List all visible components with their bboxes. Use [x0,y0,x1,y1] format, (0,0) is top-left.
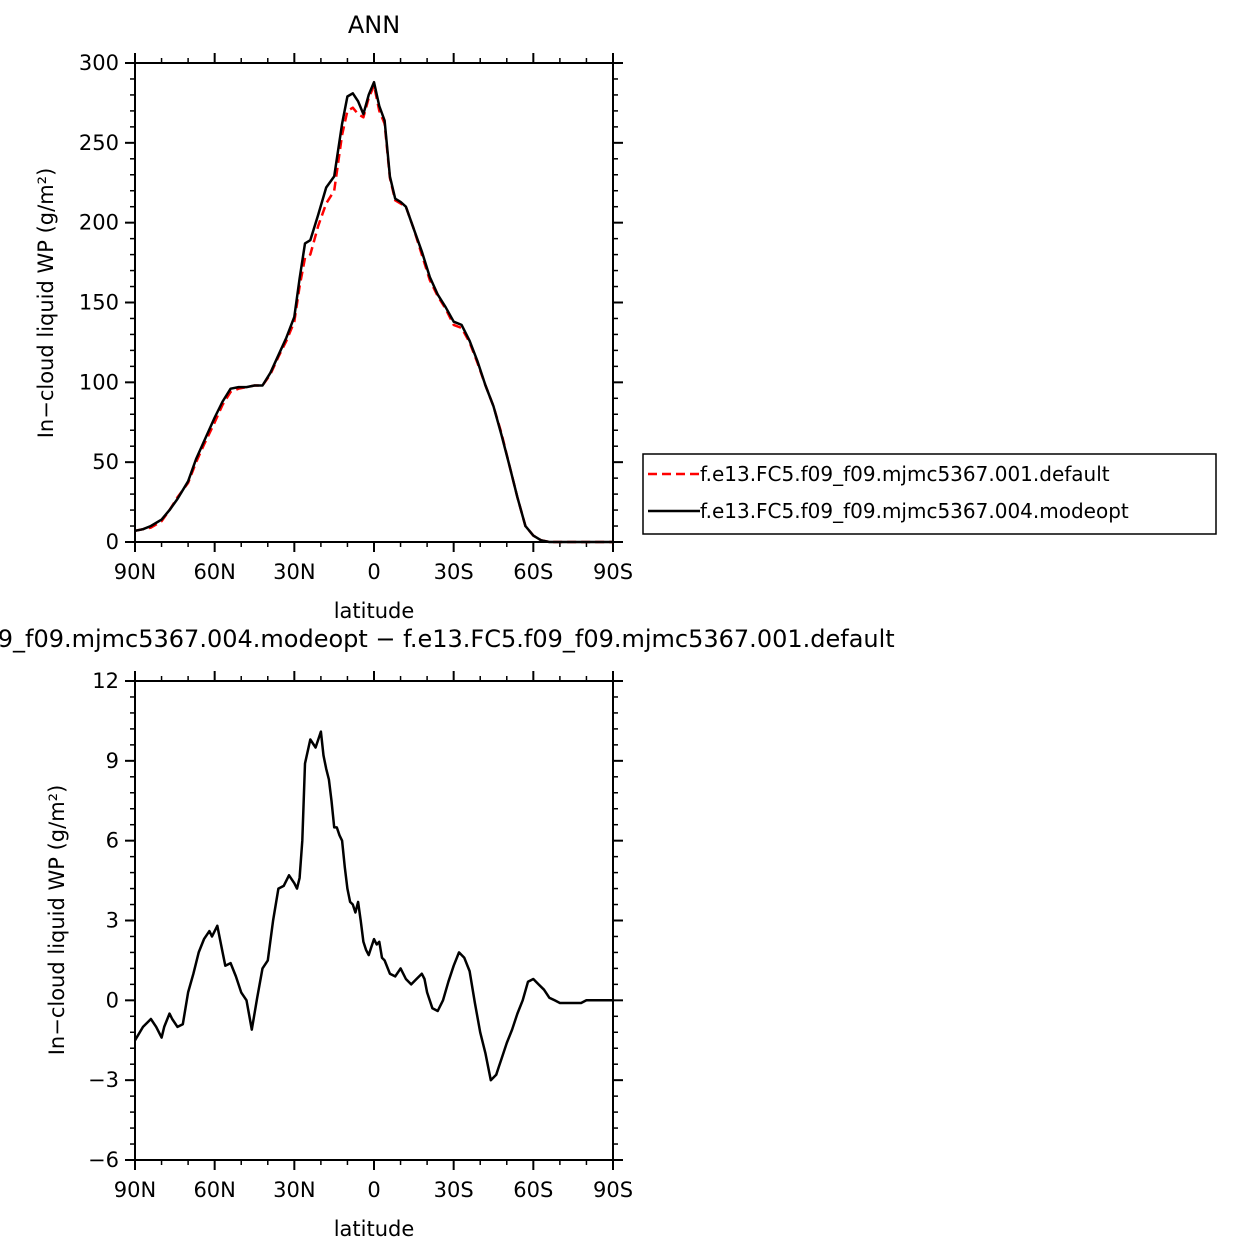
bottom-x-tick-label: 60N [193,1178,235,1202]
top-y-tick-label: 50 [92,450,119,474]
top-y-tick-label: 250 [79,131,119,155]
top-series-line-0 [134,84,613,544]
bottom-chart-title: f.e13.FC5.f09_f09.mjmc5367.004.modeopt −… [0,625,895,653]
bottom-y-tick-label: 12 [92,669,119,693]
bottom-axis-ticks: 90N 60N 30N 0 30S 60S 90S −6 −3 0 3 6 9 12 [88,669,633,1202]
bottom-x-tick-label: 90N [114,1178,156,1202]
top-y-tick-label: 100 [79,370,119,394]
bottom-x-tick-label: 90S [593,1178,633,1202]
top-x-tick-label: 90S [593,560,633,584]
bottom-panel: f.e13.FC5.f09_f09.mjmc5367.004.modeopt −… [0,625,895,1241]
bottom-x-axis-label: latitude [334,1217,415,1241]
bottom-x-tick-label: 0 [367,1178,380,1202]
bottom-y-tick-label: −3 [88,1068,119,1092]
bottom-plot-frame [134,680,614,1161]
bottom-y-tick-label: −6 [88,1148,119,1172]
top-chart-title: ANN [348,11,400,39]
top-x-tick-label: 30N [273,560,315,584]
top-series-line-1 [134,80,613,544]
bottom-series-line-0 [133,730,613,1082]
bottom-y-tick-label: 6 [106,829,119,853]
top-x-tick-label: 90N [114,560,156,584]
top-y-axis-label: In−cloud liquid WP (g/m²) [34,168,58,439]
legend-box [642,453,1217,535]
bottom-y-tick-label: 9 [106,749,119,773]
top-x-tick-label: 60N [193,560,235,584]
top-y-tick-label: 150 [79,291,119,315]
legend: f.e13.FC5.f09_f09.mjmc5367.001.default f… [642,453,1217,535]
top-x-tick-label: 0 [367,560,380,584]
top-y-tick-label: 300 [79,51,119,75]
top-series-lines [134,80,613,544]
top-y-tick-label: 200 [79,211,119,235]
legend-label-modeopt: f.e13.FC5.f09_f09.mjmc5367.004.modeopt [700,499,1129,523]
legend-label-default: f.e13.FC5.f09_f09.mjmc5367.001.default [700,462,1110,486]
bottom-x-tick-label: 30N [273,1178,315,1202]
top-x-axis-label: latitude [334,599,415,623]
bottom-x-tick-label: 60S [513,1178,553,1202]
top-axis-ticks: 90N 60N 30N 0 30S 60S 90S 0 50 100 150 200 250 300 [79,51,633,584]
top-x-tick-label: 30S [434,560,474,584]
top-plot-frame [134,62,614,543]
top-x-tick-label: 60S [513,560,553,584]
bottom-y-axis-label: In−cloud liquid WP (g/m²) [45,785,69,1056]
bottom-series-lines [133,730,613,1082]
top-y-tick-label: 0 [106,530,119,554]
bottom-x-tick-label: 30S [434,1178,474,1202]
bottom-y-tick-label: 3 [106,909,119,933]
top-panel: ANN In−cloud liquid WP (g/m²) latitude 9… [34,11,1217,623]
bottom-y-tick-label: 0 [106,988,119,1012]
